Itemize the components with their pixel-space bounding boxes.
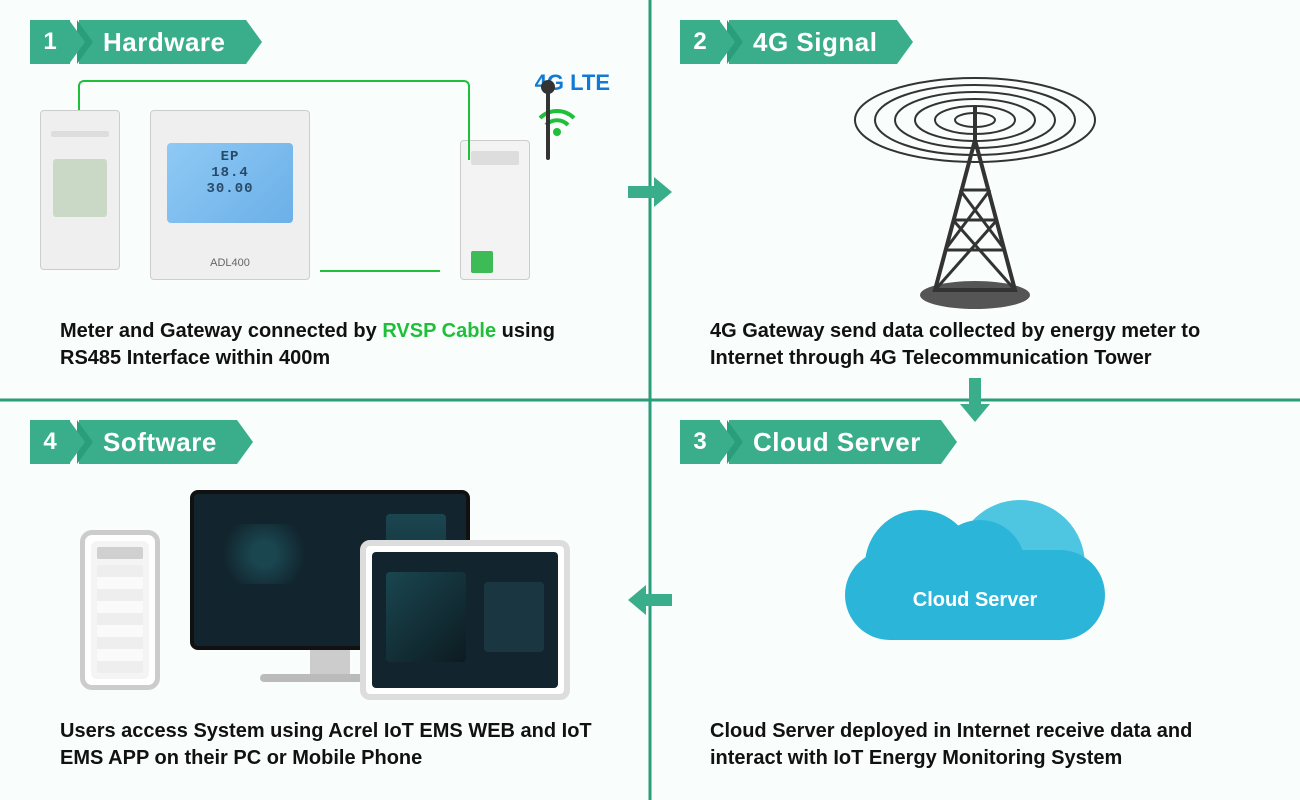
divider-vertical bbox=[649, 0, 652, 800]
arrow-right-icon bbox=[628, 177, 672, 207]
step-number: 4 bbox=[30, 420, 70, 464]
caption-highlight: RVSP Cable bbox=[382, 320, 496, 342]
radio-tower-icon bbox=[835, 70, 1115, 310]
phone-icon bbox=[80, 530, 160, 690]
chevron-icon bbox=[69, 20, 85, 64]
step-header: 1 Hardware bbox=[30, 20, 620, 64]
cloud-label: Cloud Server bbox=[825, 589, 1125, 612]
tower-illustration bbox=[650, 70, 1300, 310]
step-number: 1 bbox=[30, 20, 70, 64]
meter-model-label: ADL400 bbox=[151, 257, 309, 269]
lcd-line3: 30.00 bbox=[175, 181, 285, 197]
tablet-icon bbox=[360, 540, 570, 700]
wifi-icon bbox=[534, 98, 580, 138]
gateway-device-icon bbox=[460, 140, 530, 280]
cloud-icon: Cloud Server bbox=[825, 500, 1125, 650]
arrow-left-icon bbox=[628, 585, 672, 615]
step-header: 4 Software bbox=[30, 420, 620, 464]
cloud-illustration: Cloud Server bbox=[650, 500, 1300, 650]
arrow-down-icon bbox=[960, 378, 990, 422]
step-3-cloud: 3 Cloud Server Cloud Server Cloud Server… bbox=[650, 400, 1300, 800]
step-header: 2 4G Signal bbox=[680, 20, 1270, 64]
step-caption: Meter and Gateway connected by RVSP Cabl… bbox=[60, 318, 610, 372]
wire-icon bbox=[320, 270, 440, 272]
step-caption: Users access System using Acrel IoT EMS … bbox=[60, 718, 610, 772]
chevron-icon bbox=[69, 420, 85, 464]
step-number: 3 bbox=[680, 420, 720, 464]
step-2-signal: 2 4G Signal bbox=[650, 0, 1300, 400]
step-title: Hardware bbox=[79, 20, 246, 64]
caption-text-pre: Meter and Gateway connected by bbox=[60, 320, 382, 342]
step-1-hardware: 1 Hardware 4G LTE EP 18.4 30.00 ADL400 bbox=[0, 0, 650, 400]
step-4-software: 4 Software Users access System using Acr… bbox=[0, 400, 650, 800]
meter-small-icon bbox=[40, 110, 120, 270]
step-number: 2 bbox=[680, 20, 720, 64]
step-header: 3 Cloud Server bbox=[680, 420, 1270, 464]
step-caption: Cloud Server deployed in Internet receiv… bbox=[710, 718, 1260, 772]
step-title: Cloud Server bbox=[729, 420, 941, 464]
chevron-icon bbox=[719, 20, 735, 64]
lcd-line2: 18.4 bbox=[175, 165, 285, 181]
step-caption: 4G Gateway send data collected by energy… bbox=[710, 318, 1260, 372]
hardware-illustration: 4G LTE EP 18.4 30.00 ADL400 bbox=[40, 70, 610, 300]
wire-icon bbox=[240, 80, 470, 160]
software-illustration bbox=[80, 490, 570, 720]
antenna-icon bbox=[546, 90, 550, 160]
step-title: 4G Signal bbox=[729, 20, 897, 64]
step-title: Software bbox=[79, 420, 237, 464]
chevron-icon bbox=[719, 420, 735, 464]
